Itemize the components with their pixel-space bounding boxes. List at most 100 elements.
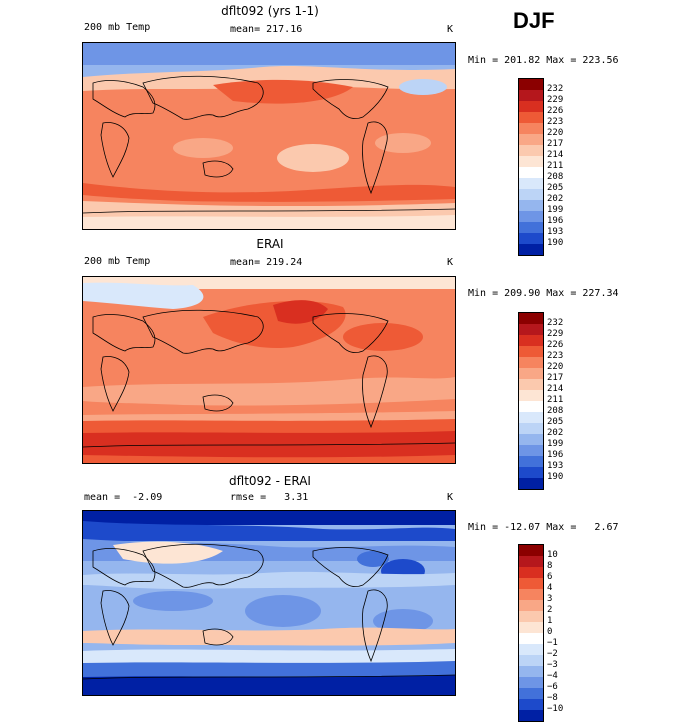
colorbar-swatch bbox=[519, 677, 543, 688]
colorbar-swatch bbox=[519, 589, 543, 600]
colorbar-tick: 226 bbox=[547, 106, 564, 116]
colorbar-swatch bbox=[519, 368, 543, 379]
colorbar-swatch bbox=[519, 123, 543, 134]
colorbar-tick: 196 bbox=[547, 216, 564, 226]
colorbar-tick: 214 bbox=[547, 150, 564, 160]
colorbar-swatch bbox=[519, 478, 543, 489]
colorbar-tick: 205 bbox=[547, 183, 564, 193]
colorbar-swatch bbox=[519, 423, 543, 434]
colorbar-swatch bbox=[519, 390, 543, 401]
panel-mean-label: mean= 219.24 bbox=[230, 257, 303, 268]
temperature-map-model bbox=[82, 42, 456, 230]
panel-mean-label: mean= 217.16 bbox=[230, 24, 303, 35]
colorbar-tick: 223 bbox=[547, 117, 564, 127]
colorbar-tick: 10 bbox=[547, 550, 558, 560]
colorbar-tick: −6 bbox=[547, 682, 558, 692]
colorbar-swatch bbox=[519, 655, 543, 666]
colorbar-tick: 232 bbox=[547, 84, 564, 94]
panel-units-label: K bbox=[447, 492, 454, 503]
temperature-map-reanalysis bbox=[82, 276, 456, 464]
colorbar-swatch bbox=[519, 633, 543, 644]
colorbar-swatch bbox=[519, 556, 543, 567]
colorbar-swatch bbox=[519, 379, 543, 390]
colorbar-tick: 0 bbox=[547, 627, 553, 637]
panel-mean-label: mean = -2.09 bbox=[84, 492, 163, 503]
colorbar-tick: 229 bbox=[547, 329, 564, 339]
colorbar-swatch bbox=[519, 156, 543, 167]
colorbar-tick: 202 bbox=[547, 194, 564, 204]
colorbar-tick: 196 bbox=[547, 450, 564, 460]
colorbar-tick: 193 bbox=[547, 227, 564, 237]
colorbar-tick: −4 bbox=[547, 671, 558, 681]
panel-title: dflt092 (yrs 1-1) bbox=[221, 4, 319, 18]
colorbar-tick: 226 bbox=[547, 340, 564, 350]
colorbar-tick: 205 bbox=[547, 417, 564, 427]
colorbar-tick: 211 bbox=[547, 161, 564, 171]
colorbar-tick: 208 bbox=[547, 406, 564, 416]
colorbar-swatch bbox=[519, 401, 543, 412]
panel-units-label: K bbox=[447, 24, 454, 35]
colorbar-tick: 193 bbox=[547, 461, 564, 471]
colorbar-swatch bbox=[519, 467, 543, 478]
colorbar-tick: 2 bbox=[547, 605, 553, 615]
colorbar-swatch bbox=[519, 357, 543, 368]
colorbar-tick: −10 bbox=[547, 704, 564, 714]
colorbar-swatch bbox=[519, 699, 543, 710]
colorbar-swatch bbox=[519, 211, 543, 222]
colorbar-tick: 217 bbox=[547, 373, 564, 383]
panel-minmax-label: Min = 201.82 Max = 223.56 bbox=[468, 55, 619, 66]
colorbar-swatch bbox=[519, 313, 543, 324]
colorbar-tick: −1 bbox=[547, 638, 558, 648]
colorbar-tick: 202 bbox=[547, 428, 564, 438]
season-label: DJF bbox=[513, 8, 555, 33]
colorbar-tick: 8 bbox=[547, 561, 553, 571]
colorbar-swatch bbox=[519, 233, 543, 244]
colorbar-tick: 223 bbox=[547, 351, 564, 361]
colorbar-swatch bbox=[519, 666, 543, 677]
colorbar-swatch bbox=[519, 324, 543, 335]
colorbar-swatch bbox=[519, 611, 543, 622]
colorbar-ticks: 232 229 226 223 220 217 214 211 208 205 … bbox=[547, 318, 563, 483]
colorbar-swatch bbox=[519, 578, 543, 589]
colorbar-tick: 220 bbox=[547, 362, 564, 372]
colorbar-tick: −3 bbox=[547, 660, 558, 670]
panel-title: dflt092 - ERAI bbox=[229, 474, 311, 488]
colorbar-swatch bbox=[519, 600, 543, 611]
colorbar-tick: 1 bbox=[547, 616, 553, 626]
colorbar-swatch bbox=[519, 244, 543, 255]
colorbar-tick: 232 bbox=[547, 318, 564, 328]
colorbar-swatch bbox=[519, 335, 543, 346]
temperature-difference-map bbox=[82, 510, 456, 696]
panel-minmax-label: Min = -12.07 Max = 2.67 bbox=[468, 522, 619, 533]
panel-variable-label: 200 mb Temp bbox=[84, 22, 151, 33]
colorbar-swatch bbox=[519, 178, 543, 189]
colorbar-tick: 190 bbox=[547, 238, 564, 248]
colorbar-tick: 217 bbox=[547, 139, 564, 149]
colorbar-swatch bbox=[519, 79, 543, 90]
colorbar-tick: 6 bbox=[547, 572, 553, 582]
colorbar-swatch bbox=[519, 167, 543, 178]
colorbar-swatch bbox=[519, 189, 543, 200]
colorbar-ticks: 232 229 226 223 220 217 214 211 208 205 … bbox=[547, 84, 563, 249]
colorbar-tick: 229 bbox=[547, 95, 564, 105]
colorbar-swatch bbox=[519, 145, 543, 156]
colorbar-swatch bbox=[519, 456, 543, 467]
panel-title: ERAI bbox=[256, 237, 284, 251]
colorbar-swatch bbox=[519, 545, 543, 556]
colorbar-swatch bbox=[519, 434, 543, 445]
colorbar-tick: 220 bbox=[547, 128, 564, 138]
colorbar-swatch bbox=[519, 622, 543, 633]
colorbar-tick: 199 bbox=[547, 205, 564, 215]
colorbar-model bbox=[518, 78, 544, 256]
colorbar-tick: 214 bbox=[547, 384, 564, 394]
panel-minmax-label: Min = 209.90 Max = 227.34 bbox=[468, 288, 619, 299]
panel-rmse-label: rmse = 3.31 bbox=[230, 492, 309, 503]
colorbar-tick: −2 bbox=[547, 649, 558, 659]
colorbar-tick: 211 bbox=[547, 395, 564, 405]
panel-variable-label: 200 mb Temp bbox=[84, 256, 151, 267]
colorbar-swatch bbox=[519, 567, 543, 578]
colorbar-reanalysis bbox=[518, 312, 544, 490]
colorbar-tick: −8 bbox=[547, 693, 558, 703]
colorbar-swatch bbox=[519, 688, 543, 699]
colorbar-swatch bbox=[519, 412, 543, 423]
